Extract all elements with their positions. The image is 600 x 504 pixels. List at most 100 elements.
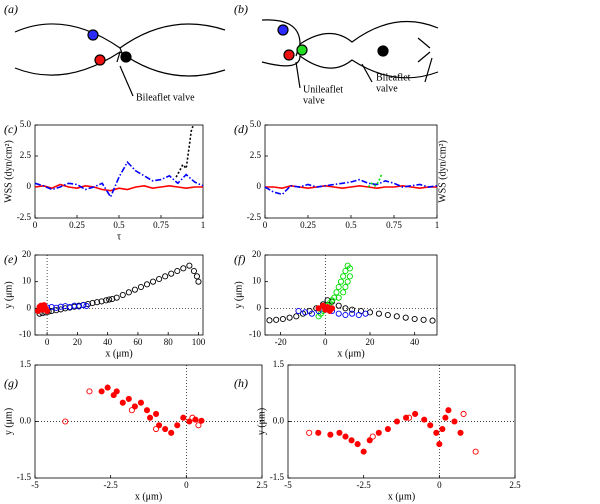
y-tick-label: 1.5 <box>20 359 32 369</box>
probe <box>120 51 132 63</box>
point <box>98 388 105 395</box>
panel-label: (f) <box>234 252 245 266</box>
x-tick-label: 1 <box>435 220 440 230</box>
point <box>348 437 355 444</box>
x-tick-label: 40 <box>410 337 420 347</box>
x-axis-label: τ <box>117 231 121 242</box>
point <box>71 302 78 309</box>
x-tick-label: 20 <box>73 337 83 347</box>
point <box>335 294 342 301</box>
point <box>53 307 60 314</box>
x-tick-label: 0 <box>33 220 38 230</box>
point <box>98 298 105 305</box>
point <box>80 302 87 309</box>
point <box>168 270 175 277</box>
probe <box>94 54 106 66</box>
point <box>306 429 313 436</box>
point <box>38 305 45 312</box>
x-tick-label: 0.5 <box>345 220 357 230</box>
point <box>113 294 120 301</box>
arrow <box>295 61 301 89</box>
point <box>384 311 391 319</box>
panel-label: (g) <box>4 376 18 390</box>
point <box>402 314 409 321</box>
leaflet <box>116 51 121 63</box>
point <box>174 267 181 275</box>
y-tick-label: 0.0 <box>273 416 285 426</box>
y-axis-label: y (μm) <box>233 281 244 308</box>
point <box>460 410 467 418</box>
x-tick-label: 1 <box>201 220 206 230</box>
point <box>384 425 391 433</box>
x-axis-label: x (μm) <box>388 491 415 502</box>
point <box>62 303 69 310</box>
panel-label: (b) <box>234 2 248 16</box>
point <box>180 414 187 421</box>
y-tick-label: 20 <box>252 249 262 259</box>
x-tick-label: 100 <box>192 337 206 347</box>
x-tick-label: -20 <box>275 337 287 347</box>
point <box>393 418 401 425</box>
vessel-bottom <box>261 54 439 79</box>
point <box>445 407 452 414</box>
y-tick-label: 0 <box>27 302 32 312</box>
probe <box>283 49 295 61</box>
y-tick-label: -10 <box>19 329 31 339</box>
point <box>342 305 349 312</box>
x-tick-label: 60 <box>133 337 143 347</box>
point <box>286 314 293 321</box>
y-tick-label: 20 <box>22 249 32 259</box>
x-tick-label: 0.25 <box>69 220 85 230</box>
point <box>342 433 349 440</box>
x-tick-label: 0.5 <box>113 220 125 230</box>
point <box>342 267 349 275</box>
point <box>315 305 322 312</box>
point <box>308 310 315 317</box>
point <box>150 278 157 285</box>
point <box>62 418 69 425</box>
point <box>442 414 449 421</box>
point <box>146 414 154 421</box>
x-tick-label: 0 <box>323 337 328 347</box>
point <box>137 283 144 291</box>
point <box>433 429 440 436</box>
vessel-top <box>261 19 439 46</box>
diagram-b <box>261 19 439 89</box>
point <box>103 297 110 304</box>
point <box>346 273 353 280</box>
probe <box>277 24 289 36</box>
point <box>335 302 342 309</box>
x-tick-label: 0.25 <box>300 220 316 230</box>
point <box>355 311 362 319</box>
x-axis-label: x (μm) <box>105 348 132 359</box>
y-tick-label: 5.0 <box>250 119 262 129</box>
plot-frame <box>264 254 438 336</box>
annotation: Bileaflet valve <box>136 92 195 103</box>
x-tick-label: 40 <box>103 337 113 347</box>
vessel-bottom <box>14 51 226 77</box>
point <box>295 307 302 315</box>
vessel-top <box>14 23 226 49</box>
x-tick-label: 0.75 <box>153 220 169 230</box>
point <box>279 315 286 323</box>
point <box>192 416 199 423</box>
x-tick-label: -2.5 <box>104 480 119 490</box>
point <box>439 425 446 433</box>
point <box>344 278 351 285</box>
point <box>125 395 132 402</box>
point <box>349 310 356 317</box>
point <box>143 281 151 288</box>
point <box>369 433 376 440</box>
x-axis-label: x (μm) <box>135 491 162 502</box>
point <box>436 441 443 448</box>
point <box>84 301 92 308</box>
point <box>131 286 138 293</box>
point <box>375 310 382 317</box>
x-tick-label: 0 <box>437 480 442 490</box>
y-tick-label: -10 <box>249 329 261 339</box>
point <box>335 310 342 317</box>
leaflet <box>417 51 431 63</box>
point <box>44 307 51 315</box>
point <box>190 267 197 275</box>
point <box>106 296 113 303</box>
